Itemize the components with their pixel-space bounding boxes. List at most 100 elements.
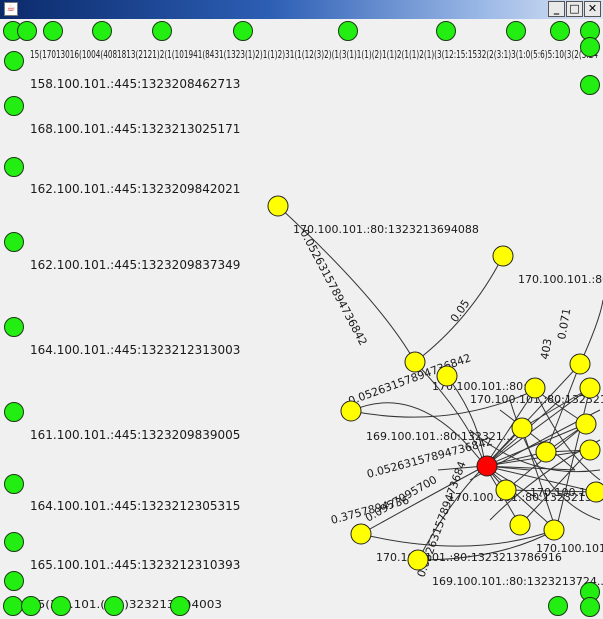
host-label: 170.100.101.:80:13232137... — [530, 486, 603, 499]
ip-nodes[interactable] — [3, 21, 600, 617]
ip-node[interactable] — [338, 21, 358, 41]
edge — [521, 387, 591, 429]
ip-node[interactable] — [550, 21, 570, 41]
ip-label: 164.100.101.:445:1323212313003 — [30, 343, 240, 357]
ip-node[interactable] — [92, 21, 112, 41]
edge-label-root: 0.0957095700 — [363, 473, 439, 525]
host-node[interactable] — [569, 353, 591, 375]
edge-label-403: 403 — [538, 338, 554, 361]
host-node[interactable] — [579, 439, 601, 461]
edge — [484, 389, 536, 467]
ip-node[interactable] — [51, 596, 71, 616]
ip-node[interactable] — [506, 21, 526, 41]
edge — [555, 387, 591, 531]
edge — [505, 489, 597, 493]
edge — [360, 465, 486, 535]
close-button[interactable]: ✕ — [584, 1, 601, 17]
host-nodes[interactable] — [267, 195, 603, 571]
edge — [484, 465, 557, 531]
minimize-button[interactable]: _ — [548, 1, 565, 17]
ip-node[interactable] — [4, 571, 24, 591]
host-node[interactable] — [340, 400, 362, 422]
ip-node[interactable] — [4, 96, 24, 116]
ip-node[interactable] — [436, 21, 456, 41]
ip-label: 162.100.101.:445:1323209842021 — [30, 182, 240, 196]
edge — [484, 423, 587, 467]
ip-node[interactable] — [580, 37, 600, 57]
ip-label: 165.100.101.:445:1323212310393 — [30, 558, 240, 572]
edge — [484, 363, 581, 467]
edge — [484, 465, 576, 471]
edge — [545, 363, 581, 453]
host-node[interactable] — [543, 519, 565, 541]
top-row-labels: 15(17013016(1004(4081813(2121)2(1(101941… — [30, 48, 598, 61]
edge — [360, 529, 556, 547]
java-icon: ☕ — [4, 2, 18, 16]
ip-node[interactable] — [4, 402, 24, 422]
edge — [484, 465, 597, 493]
host-node[interactable] — [511, 417, 533, 439]
host-node[interactable] — [267, 195, 289, 217]
ip-labels: 158.100.101.:445:1323208462713 168.100.1… — [30, 48, 598, 611]
host-node[interactable] — [575, 413, 597, 435]
graph-svg[interactable]: 0.05263157894736842 0.05 0.071 403 0.052… — [0, 19, 603, 619]
ip-node[interactable] — [4, 532, 24, 552]
host-node[interactable] — [436, 365, 458, 387]
ip-node[interactable] — [580, 75, 600, 95]
edge — [521, 427, 557, 531]
ip-node[interactable] — [233, 21, 253, 41]
edge-label-short: 0.05 — [448, 297, 473, 325]
maximize-button[interactable]: □ — [566, 1, 583, 17]
edge — [499, 409, 576, 471]
edge-label-right: 0.071 — [555, 307, 573, 340]
title-bar[interactable]: ☕ _ □ ✕ — [0, 0, 603, 19]
host-label: 170.100.101.:80:1... — [432, 380, 544, 393]
host-label: 169.100.101.:80:132321... — [366, 430, 513, 443]
ip-node[interactable] — [21, 596, 41, 616]
ip-node[interactable] — [170, 596, 190, 616]
edge-short — [414, 255, 504, 363]
ip-node[interactable] — [4, 51, 24, 71]
ip-node[interactable] — [4, 474, 24, 494]
ip-node[interactable] — [104, 596, 124, 616]
host-label: 169.100.101.:80:1323213724... — [432, 575, 603, 588]
host-label: 170.100.101.:80:1323213786916 — [376, 551, 562, 564]
ip-label: 161.100.101.:445:1323209839005 — [30, 428, 240, 442]
ip-node[interactable] — [152, 21, 172, 41]
host-node[interactable] — [350, 523, 372, 545]
host-node[interactable] — [585, 481, 603, 503]
ip-label: 158.100.101.:445:1323208462713 — [30, 77, 240, 91]
ip-node[interactable] — [3, 596, 23, 616]
edge — [519, 449, 591, 526]
root-node[interactable] — [476, 455, 498, 477]
ip-node[interactable] — [4, 232, 24, 252]
edge — [417, 529, 556, 561]
edge — [350, 389, 536, 418]
host-node[interactable] — [492, 245, 514, 267]
ip-label: 164.100.101.:445:1323212305315 — [30, 499, 240, 513]
ip-node[interactable] — [43, 21, 63, 41]
edge — [417, 465, 486, 561]
host-node[interactable] — [579, 377, 601, 399]
host-node[interactable] — [524, 377, 546, 399]
host-label: 170.100.101.:80:1323213... — [448, 491, 602, 504]
ip-node[interactable] — [4, 317, 24, 337]
edge — [469, 429, 601, 473]
host-node[interactable] — [509, 514, 531, 536]
host-label: 170.100.101.:80 — [518, 273, 603, 286]
ip-label: 162.100.101.:445:1323209837349 — [30, 258, 240, 272]
ip-node[interactable] — [580, 597, 600, 617]
graph-canvas[interactable]: 0.05263157894736842 0.05 0.071 403 0.052… — [0, 19, 603, 619]
host-node[interactable] — [407, 549, 429, 571]
edge — [414, 361, 486, 467]
ip-node[interactable] — [4, 157, 24, 177]
edge-long — [277, 205, 416, 363]
edge — [484, 387, 591, 467]
host-node[interactable] — [535, 441, 557, 463]
host-node[interactable] — [404, 351, 426, 373]
ip-node[interactable] — [548, 596, 568, 616]
ip-node[interactable] — [17, 21, 37, 41]
host-node[interactable] — [495, 479, 517, 501]
host-label: 170.100.101.:80:1323213694088 — [293, 223, 479, 236]
